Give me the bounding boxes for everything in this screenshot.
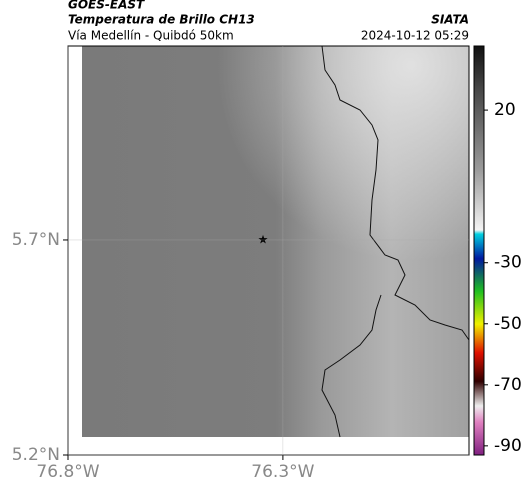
colorbar-tick-label: -50	[494, 314, 522, 334]
colorbar-tick-label: -70	[494, 375, 522, 395]
x-tick-label: 76.3°W	[251, 462, 314, 482]
source: SIATA	[431, 13, 469, 27]
axes: 76.8°W 76.3°W 5.7°N 5.2°N 20 -30 -50 -70 -90	[12, 46, 522, 482]
title: GOES-EAST	[68, 0, 145, 12]
y-tick-label: 5.7°N	[12, 230, 60, 250]
colorbar-tick-label: -30	[494, 253, 522, 273]
location: Vía Medellín - Quibdó 50km	[68, 29, 234, 43]
subtitle: Temperatura de Brillo CH13	[68, 13, 255, 27]
border-line	[321, 45, 470, 438]
datetime: 2024-10-12 05:29	[361, 29, 469, 43]
colorbar-tick-label: -90	[494, 436, 522, 456]
colorbar-tick-label: 20	[494, 100, 516, 120]
colorbar	[473, 45, 485, 456]
x-tick-label: 76.8°W	[36, 462, 99, 482]
cloud-tops	[82, 46, 469, 437]
y-tick-label: 5.2°N	[12, 445, 60, 465]
location-star: ★	[258, 233, 269, 247]
